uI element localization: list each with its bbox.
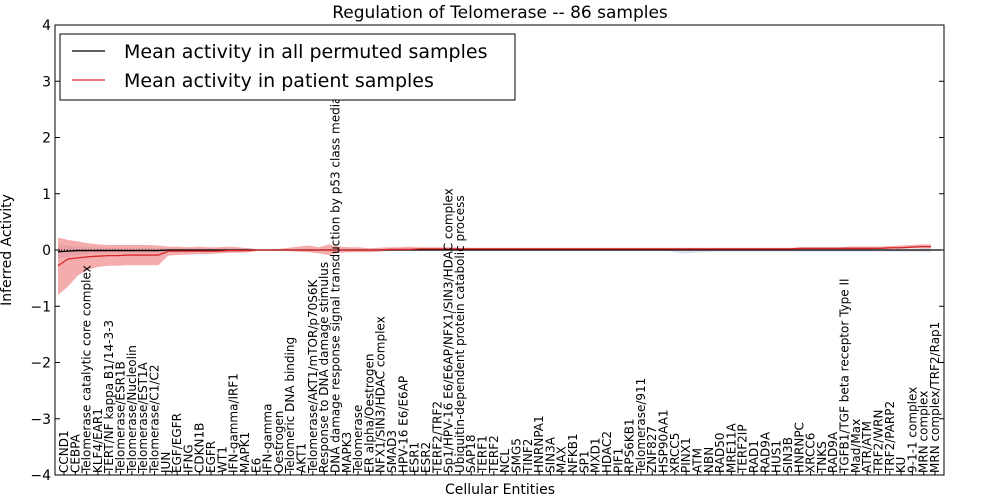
x-tick-label: RPS6KB1 — [623, 418, 637, 473]
x-tick-label: IFNG — [181, 444, 195, 473]
x-tick-label: SP1 — [577, 451, 591, 474]
x-tick-label: 9-1-1 complex — [905, 387, 919, 473]
x-tick-label: CDKN1B — [193, 423, 207, 473]
x-tick-label: E6 — [249, 458, 263, 473]
y-tick-label: 3 — [42, 74, 51, 90]
x-tick-label: WT1 — [215, 446, 229, 473]
x-tick-label: Ubiquitin-dependent protein catabolic pr… — [453, 195, 467, 473]
x-tick-label: HPV-16 E6/E6AP — [396, 376, 410, 473]
x-tick-label: RAD9A — [758, 431, 772, 473]
x-tick-label: AKT1 — [295, 443, 309, 473]
x-tick-label: MRN complex — [917, 391, 931, 473]
x-tick-label: PINX1 — [679, 437, 693, 473]
x-tick-label: XRCC5 — [668, 433, 682, 473]
legend-label-0: Mean activity in all permuted samples — [124, 41, 487, 63]
x-tick-label: TERT/NF kappa B1/14-3-3 — [102, 320, 116, 474]
x-tick-label: MAPK1 — [238, 432, 252, 473]
x-tick-label: Sp1/HPV-16 E6/E6AP/NFX1/SIN3/HDAC comple… — [442, 188, 456, 473]
x-tick-label: MAPK3 — [340, 432, 354, 473]
x-axis-label: Cellular Entities — [445, 482, 555, 498]
x-tick-label: XRCC6 — [804, 433, 818, 473]
x-tick-label: CEBPA — [68, 433, 82, 473]
series-line-0 — [57, 249, 941, 253]
x-tick-label: TERF2/TRF2 — [430, 401, 444, 474]
x-tick-label: TERF2 — [487, 435, 501, 474]
x-tick-label: SMAD3 — [385, 430, 399, 473]
x-tick-label: PIF1 — [611, 448, 625, 473]
x-tick-label: NCL — [498, 449, 512, 473]
x-tick-label: Oestrogen — [272, 411, 286, 473]
x-tick-label: MAX — [555, 446, 569, 473]
x-tick-label: IFN-gamma — [261, 404, 275, 473]
x-tick-label: ATM — [691, 448, 705, 473]
x-tick-label: TINF2 — [521, 439, 535, 474]
x-tick-label: MXD1 — [589, 438, 603, 473]
x-tick-label: HNRNPC — [792, 422, 806, 473]
x-tick-label: CCND1 — [57, 430, 71, 473]
x-tick-label: Telomerase catalytic core complex — [80, 265, 94, 474]
x-tick-label: RAD1 — [747, 440, 761, 473]
x-tick-label: NFX1/SIN3/HDAC complex — [374, 316, 388, 473]
x-tick-label: SIN3A — [543, 436, 557, 473]
x-tick-label: TNKS — [815, 441, 829, 474]
x-tick-label: ZNF827 — [645, 426, 659, 473]
x-tick-label: ATR/ATM — [860, 421, 874, 473]
chart-title: Regulation of Telomerase -- 86 samples — [332, 3, 668, 23]
x-tick-label: Response to DNA damage stimulus — [317, 262, 331, 473]
x-tick-label: Telomerase/EST1A — [136, 361, 150, 474]
y-tick-label: 0 — [42, 243, 51, 259]
x-tick-label: KU — [894, 457, 908, 473]
x-tick-label: Telomerase/Nucleolin — [125, 345, 139, 474]
x-tick-label: Telomerase — [351, 405, 365, 474]
x-tick-label: SIN3B — [781, 437, 795, 473]
x-tick-label: RAD9A — [826, 431, 840, 473]
x-tick-label: HUS1 — [770, 440, 784, 473]
y-tick-label: −4 — [30, 468, 51, 484]
x-tick-label: Telomerase/ESR1B — [114, 361, 128, 474]
x-tick-label: HDAC2 — [600, 431, 614, 473]
x-tick-label: KLF4/EAR1 — [91, 408, 105, 473]
y-axis-label: Inferred Activity — [0, 194, 15, 306]
x-tick-label: Telomerase/C1/C2 — [148, 365, 162, 474]
x-tick-label: Telomerase/911 — [634, 378, 648, 474]
x-tick-label: NFKB1 — [566, 433, 580, 473]
x-tick-label: ESR2 — [419, 442, 433, 473]
y-tick-label: 1 — [42, 187, 51, 203]
legend: Mean activity in all permuted samples Mea… — [59, 33, 516, 101]
legend-label-1: Mean activity in patient samples — [124, 70, 434, 92]
x-tick-label: DNA damage response signal transduction … — [329, 80, 343, 473]
x-tick-label: TRF2/PARP2 — [883, 401, 897, 474]
y-tick-label: −3 — [30, 412, 51, 428]
x-tick-label: SAP18 — [464, 434, 478, 473]
x-tick-label: IFN-gamma/IRF1 — [227, 373, 241, 473]
legend-box — [59, 33, 516, 101]
x-tick-label: NBN — [702, 447, 716, 473]
x-tick-label: TGFB1/TGF beta receptor Type II — [838, 278, 852, 474]
x-tick-label: Telomeric DNA binding — [283, 337, 297, 474]
x-tick-label: ER alpha/Oestrogen — [362, 354, 376, 473]
y-tick-label: 4 — [42, 18, 51, 34]
x-tick-label: MRN complex/TRF2/Rap1 — [928, 322, 942, 473]
x-tick-label: HSP90AA1 — [657, 409, 671, 473]
x-tick-label: ESR1 — [408, 442, 422, 473]
x-tick-label: TERF1 — [476, 435, 490, 474]
x-tick-label: TERF2IP — [736, 424, 750, 474]
series-line-1 — [57, 245, 931, 267]
x-tick-label: SMG5 — [510, 438, 524, 473]
x-tick-label: JUN — [159, 452, 173, 474]
y-tick-label: 2 — [42, 131, 51, 147]
x-tick-label: MRE11A — [724, 422, 738, 473]
x-tick-label: EGFR — [204, 441, 218, 473]
x-tick-label: Mad/Max — [849, 419, 863, 473]
x-tick-label: RAD50 — [713, 432, 727, 473]
x-tick-label: TRF2/WRN — [871, 410, 885, 474]
y-tick-label: −1 — [30, 299, 51, 315]
y-tick-label: −2 — [30, 356, 51, 372]
x-tick-label: EGF/EGFR — [170, 413, 184, 473]
x-tick-label: Telomerase/AKT1/mTOR/p70S6K — [306, 278, 320, 474]
x-tick-label: HNRNPA1 — [532, 415, 546, 473]
